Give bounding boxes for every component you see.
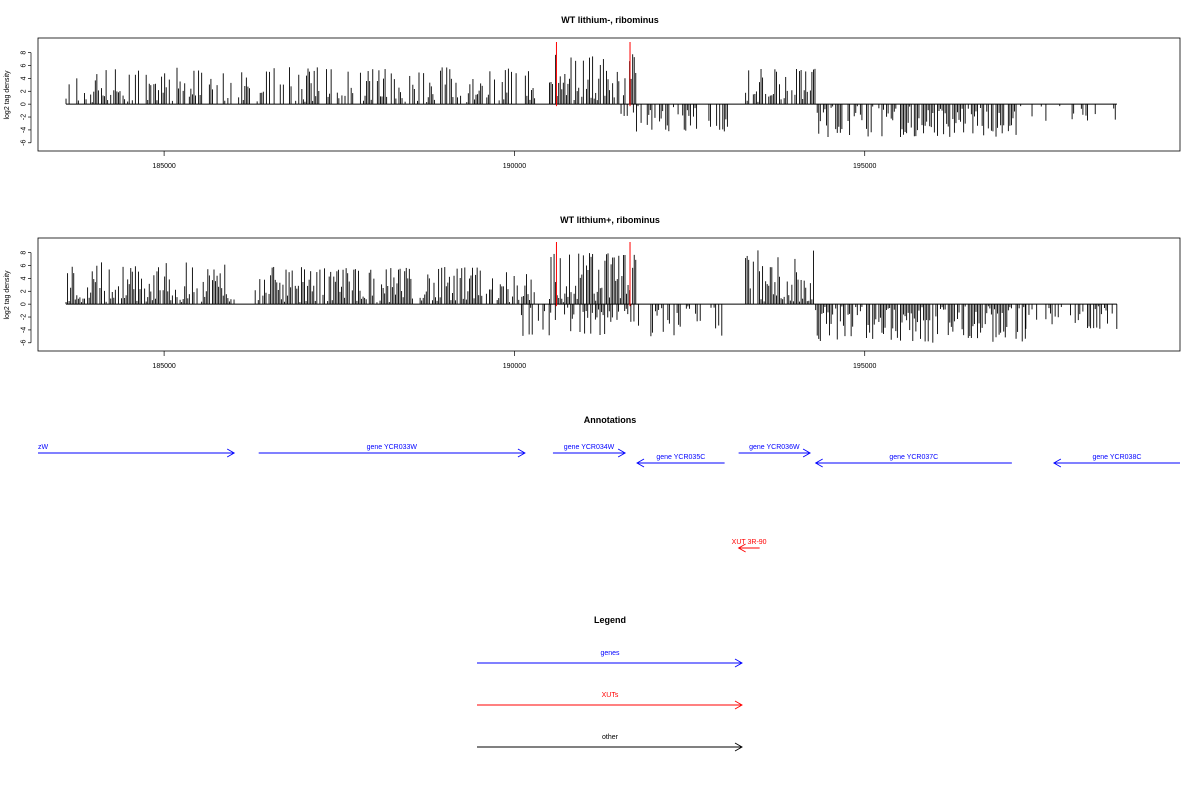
x-tick-label: 185000 xyxy=(152,163,175,170)
y-tick-label: 2 xyxy=(21,289,28,293)
annotation-arrowhead xyxy=(636,458,645,468)
annotation-arrowhead xyxy=(802,448,811,458)
legend-arrowhead xyxy=(734,742,743,752)
plot-frame xyxy=(37,237,1181,352)
y-tick-label: 2 xyxy=(21,89,28,93)
annotation-label: gene YCR036W xyxy=(749,444,800,451)
legend-title: Legend xyxy=(594,615,626,625)
panel-title: WT lithium+, ribominus xyxy=(560,215,660,225)
legend-items: genes XUTs other xyxy=(477,650,743,752)
y-tick-label: 8 xyxy=(21,251,28,255)
annotation-arrowhead xyxy=(737,543,746,553)
y-axis: 8 6 4 2 0 -2 -4 -6 xyxy=(21,251,32,346)
plot-frame xyxy=(37,37,1181,152)
annotation-label: gene YCR038C xyxy=(1092,454,1141,461)
highlight-markers xyxy=(555,242,631,307)
y-tick-label: 0 xyxy=(21,302,28,306)
annotations-title: Annotations xyxy=(584,415,637,425)
y-axis-label: log2 tag density xyxy=(4,270,11,320)
legend-arrowhead xyxy=(734,700,743,710)
track-panel-lithium-plus: WT lithium+, ribominus log2 tag density … xyxy=(4,215,1181,370)
y-tick-label: 6 xyxy=(21,263,28,267)
x-tick-label: 185000 xyxy=(152,363,175,370)
annotation-label: zW xyxy=(38,444,49,451)
legend-label: XUTs xyxy=(602,692,619,699)
annotation-features: zW gene YCR033W gene YCR034W gene YCR035C ge… xyxy=(38,444,1180,553)
annotation-arrowhead xyxy=(517,448,526,458)
y-tick-label: -4 xyxy=(21,127,28,133)
legend: Legend genes XUTs other xyxy=(477,615,743,752)
y-tick-label: -2 xyxy=(21,114,28,120)
annotation-arrowhead xyxy=(814,458,823,468)
signal-bars xyxy=(65,54,1117,138)
y-tick-label: -6 xyxy=(21,140,28,146)
annotation-label: gene YCR037C xyxy=(889,454,938,461)
track-panel-lithium-minus: WT lithium-, ribominus log2 tag density … xyxy=(4,15,1181,170)
annotations-track: Annotations zW gene YCR033W gene YCR034W ge… xyxy=(38,415,1180,553)
x-axis: 185000 190000 195000 xyxy=(152,151,877,170)
signal-bars xyxy=(65,250,1118,343)
legend-label: other xyxy=(602,734,619,741)
panel-title: WT lithium-, ribominus xyxy=(561,15,659,25)
y-tick-label: 8 xyxy=(21,51,28,55)
y-tick-label: -4 xyxy=(21,327,28,333)
y-axis-label: log2 tag density xyxy=(4,70,11,120)
y-tick-label: -2 xyxy=(21,314,28,320)
annotation-label: gene YCR034W xyxy=(564,444,615,451)
legend-arrowhead xyxy=(734,658,743,668)
y-tick-label: 4 xyxy=(21,276,28,280)
x-tick-label: 195000 xyxy=(853,363,876,370)
highlight-markers xyxy=(555,42,631,107)
y-tick-label: 0 xyxy=(21,102,28,106)
y-axis: 8 6 4 2 0 -2 -4 -6 xyxy=(21,51,32,146)
y-tick-label: 4 xyxy=(21,76,28,80)
x-tick-label: 195000 xyxy=(853,163,876,170)
x-tick-label: 190000 xyxy=(503,163,526,170)
annotation-arrowhead xyxy=(617,448,627,458)
annotation-arrowhead xyxy=(1052,458,1062,468)
annotation-label: gene YCR033W xyxy=(367,444,418,451)
x-axis: 185000 190000 195000 xyxy=(152,351,877,370)
y-tick-label: 6 xyxy=(21,63,28,67)
annotation-label: XUT 3R-90 xyxy=(732,539,767,546)
y-tick-label: -6 xyxy=(21,340,28,346)
legend-label: genes xyxy=(600,650,620,657)
x-tick-label: 190000 xyxy=(503,363,526,370)
annotation-label: gene YCR035C xyxy=(656,454,705,461)
annotation-arrowhead xyxy=(226,448,236,458)
